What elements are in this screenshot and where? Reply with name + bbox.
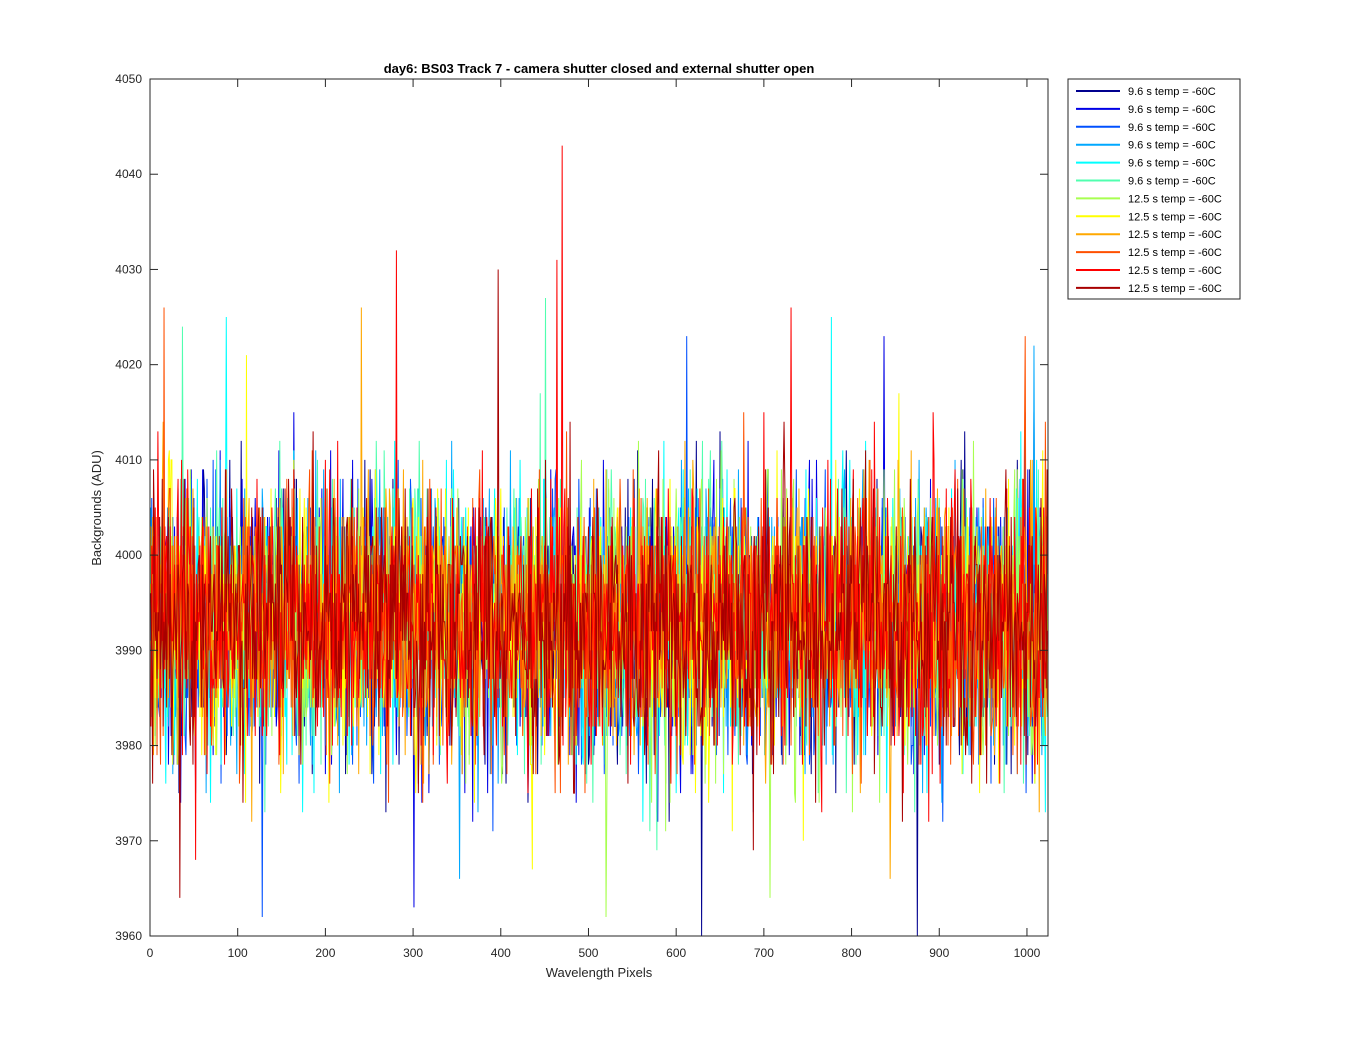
plot-area: 0 100 200 300 400 500 600 700 800 900 1000 3960 3970… [115, 72, 1049, 960]
y-tick-label: 4050 [115, 72, 142, 86]
x-tick-label: 900 [929, 946, 949, 960]
series-group [150, 145, 1049, 937]
legend-entry[interactable]: 12.5 s temp = -60C [1076, 247, 1222, 259]
legend-entry[interactable]: 12.5 s temp = -60C [1076, 193, 1222, 205]
y-tick-label: 4010 [115, 453, 142, 467]
x-tick-label: 600 [666, 946, 686, 960]
ticks-group: 0 100 200 300 400 500 600 700 800 900 1000 3960 3970… [115, 72, 1048, 960]
x-tick-label: 200 [315, 946, 335, 960]
legend-label: 9.6 s temp = -60C [1128, 158, 1216, 170]
x-tick-label: 400 [491, 946, 511, 960]
legend-entry[interactable]: 9.6 s temp = -60C [1076, 140, 1216, 152]
legend-label: 12.5 s temp = -60C [1128, 247, 1222, 259]
x-tick-label: 0 [147, 946, 154, 960]
legend-entry[interactable]: 9.6 s temp = -60C [1076, 122, 1216, 134]
y-tick-label: 3970 [115, 834, 142, 848]
legend-entry[interactable]: 12.5 s temp = -60C [1076, 265, 1222, 277]
x-axis-label: Wavelength Pixels [546, 965, 653, 980]
legend-box [1067, 78, 1241, 300]
y-tick-label: 3980 [115, 739, 142, 753]
series-line [150, 269, 1049, 898]
legend-entry[interactable]: 12.5 s temp = -60C [1076, 229, 1222, 241]
legend-label: 12.5 s temp = -60C [1128, 211, 1222, 223]
legend-entry[interactable]: 9.6 s temp = -60C [1076, 158, 1216, 170]
legend-label: 9.6 s temp = -60C [1128, 86, 1216, 98]
legend[interactable]: 9.6 s temp = -60C 9.6 s temp = -60C 9.6 s … [1067, 78, 1241, 300]
chart-title: day6: BS03 Track 7 - camera shutter clos… [384, 61, 815, 76]
legend-entry[interactable]: 9.6 s temp = -60C [1076, 86, 1216, 98]
x-tick-label: 500 [578, 946, 598, 960]
x-tick-label: 700 [754, 946, 774, 960]
y-axis-label: Backgrounds (ADU) [89, 450, 104, 566]
y-tick-label: 4040 [115, 167, 142, 181]
legend-entry[interactable]: 9.6 s temp = -60C [1076, 104, 1216, 116]
y-tick-label: 3960 [115, 929, 142, 943]
y-tick-label: 4000 [115, 548, 142, 562]
legend-label: 9.6 s temp = -60C [1128, 176, 1216, 188]
legend-label: 9.6 s temp = -60C [1128, 104, 1216, 116]
legend-label: 9.6 s temp = -60C [1128, 140, 1216, 152]
plot-frame [149, 78, 1049, 937]
y-tick-label: 4020 [115, 358, 142, 372]
legend-entry[interactable]: 12.5 s temp = -60C [1076, 211, 1222, 223]
y-tick-label: 3990 [115, 643, 142, 657]
legend-label: 12.5 s temp = -60C [1128, 265, 1222, 277]
x-tick-label: 100 [228, 946, 248, 960]
y-tick-label: 4030 [115, 262, 142, 276]
x-tick-label: 1000 [1014, 946, 1041, 960]
x-tick-label: 800 [842, 946, 862, 960]
legend-label: 9.6 s temp = -60C [1128, 122, 1216, 134]
legend-label: 12.5 s temp = -60C [1128, 229, 1222, 241]
legend-entry[interactable]: 12.5 s temp = -60C [1076, 283, 1222, 295]
legend-label: 12.5 s temp = -60C [1128, 193, 1222, 205]
legend-entry[interactable]: 9.6 s temp = -60C [1076, 176, 1216, 188]
x-tick-label: 300 [403, 946, 423, 960]
legend-label: 12.5 s temp = -60C [1128, 283, 1222, 295]
legend-items: 9.6 s temp = -60C 9.6 s temp = -60C 9.6 s … [1076, 86, 1222, 295]
